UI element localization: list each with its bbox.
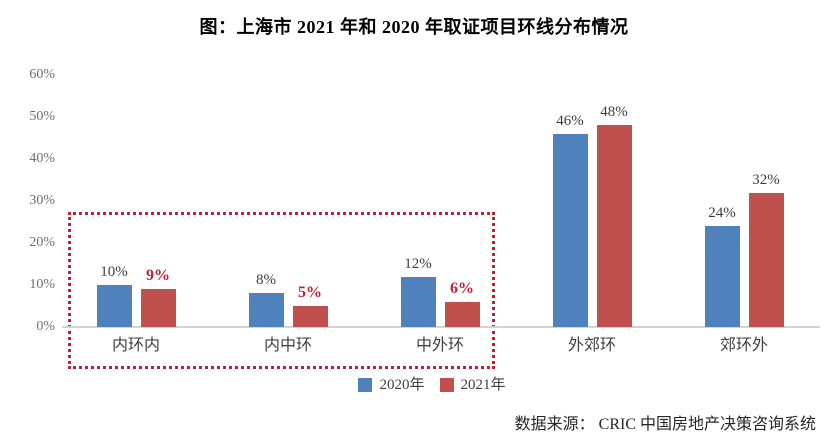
value-label-2021年-中外环: 6% xyxy=(450,279,474,297)
bar-2021年-内中环 xyxy=(292,306,328,327)
value-label-2020年-内中环: 8% xyxy=(256,272,276,289)
category-label-内环内: 内环内 xyxy=(111,337,160,354)
bar-2020年-内中环 xyxy=(248,293,284,327)
value-label-2021年-内环内: 9% xyxy=(146,267,170,285)
value-label-2021年-郊环外: 32% xyxy=(752,171,780,188)
chart-title: 图：上海市 2021 年和 2020 年取证项目环线分布情况 xyxy=(199,17,629,37)
legend-label: 2021年 xyxy=(460,377,506,393)
y-axis-tick-30: 30% xyxy=(29,193,55,208)
y-axis-tick-0: 0% xyxy=(36,319,55,334)
legend-swatch-icon xyxy=(358,378,373,392)
source-note: 数据来源： CRIC 中国房地产决策咨询系统 xyxy=(514,416,816,433)
value-label-2020年-外郊环: 46% xyxy=(556,112,584,129)
highlight-dashed-box xyxy=(68,212,495,369)
value-label-2020年-内环内: 10% xyxy=(100,264,128,280)
bar-2020年-郊环外 xyxy=(704,226,740,327)
bar-2020年-中外环 xyxy=(400,276,436,327)
category-label-郊环外: 郊环外 xyxy=(719,337,768,354)
y-axis-tick-50: 50% xyxy=(29,109,55,124)
category-label-中外环: 中外环 xyxy=(415,337,464,354)
bar-2021年-郊环外 xyxy=(748,192,784,327)
y-axis-tick-40: 40% xyxy=(29,151,55,166)
category-label-内中环: 内中环 xyxy=(263,337,312,354)
y-axis-tick-10: 10% xyxy=(29,277,55,292)
legend: 2020年 2021年 xyxy=(0,376,828,394)
bar-2020年-外郊环 xyxy=(552,133,588,327)
y-axis-tick-60: 60% xyxy=(29,67,55,82)
bar-2021年-外郊环 xyxy=(596,125,632,327)
legend-item-2021年: 2021年 xyxy=(439,376,506,394)
value-label-2020年-中外环: 12% xyxy=(404,255,432,272)
bar-2020年-内环内 xyxy=(96,285,132,327)
value-label-2020年-郊环外: 24% xyxy=(708,205,736,222)
legend-label: 2020年 xyxy=(379,377,425,393)
legend-item-2020年: 2020年 xyxy=(358,376,425,394)
category-label-外郊环: 外郊环 xyxy=(567,337,616,354)
value-label-2021年-内中环: 5% xyxy=(298,284,322,301)
y-axis-tick-20: 20% xyxy=(29,235,55,250)
legend-swatch-icon xyxy=(439,378,454,392)
bar-2021年-中外环 xyxy=(444,301,480,327)
x-axis-line xyxy=(62,326,820,328)
bar-2021年-内环内 xyxy=(140,289,176,327)
value-label-2021年-外郊环: 48% xyxy=(600,104,628,121)
